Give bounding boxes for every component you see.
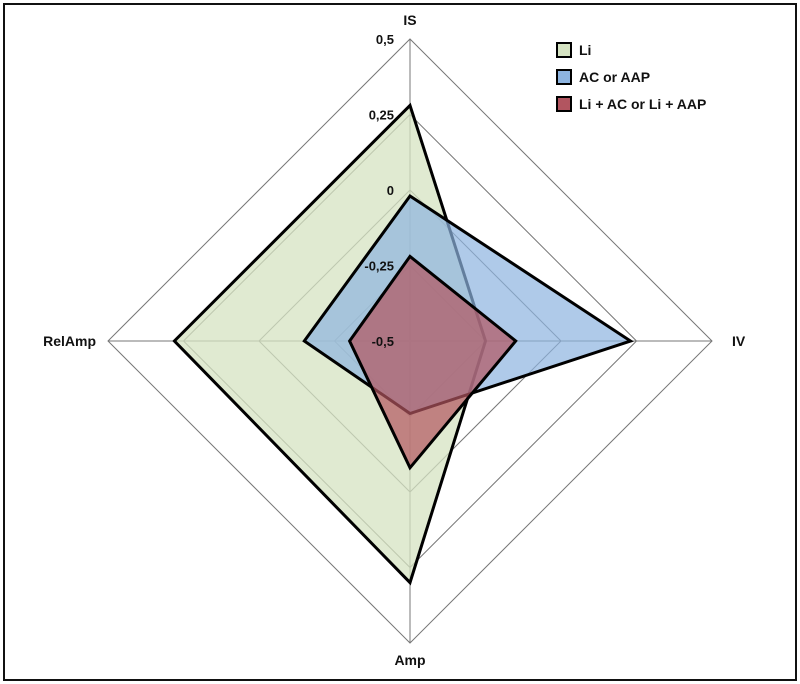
axis-label-iv: IV — [732, 333, 746, 349]
tick-label: -0,5 — [372, 334, 394, 349]
tick-label: 0,5 — [376, 32, 394, 47]
axis-labels-layer: IS IV Amp RelAmp — [43, 12, 746, 668]
tick-labels-layer: -0,5 -0,25 0 0,25 0,5 — [364, 32, 394, 349]
series-layer — [172, 102, 634, 586]
tick-label: 0,25 — [369, 108, 394, 123]
tick-label: 0 — [387, 183, 394, 198]
axis-label-amp: Amp — [394, 652, 425, 668]
legend-label-ac-or-aap: AC or AAP — [579, 69, 650, 85]
series-area-li-ac-or-li-aap — [347, 254, 518, 471]
tick-label: -0,25 — [364, 259, 394, 274]
legend-label-li-combo: Li + AC or Li + AAP — [579, 96, 706, 112]
legend-swatch-li — [556, 42, 572, 58]
axis-label-is: IS — [403, 12, 416, 28]
legend-swatch-li-combo — [556, 96, 572, 112]
legend: Li AC or AAP Li + AC or Li + AAP — [556, 42, 706, 112]
axis-label-relamp: RelAmp — [43, 333, 96, 349]
legend-label-li: Li — [579, 42, 591, 58]
legend-swatch-ac-or-aap — [556, 69, 572, 85]
